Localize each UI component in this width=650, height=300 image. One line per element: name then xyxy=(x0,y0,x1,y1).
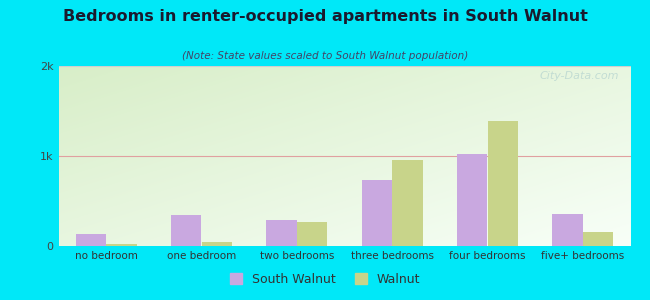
Text: (Note: State values scaled to South Walnut population): (Note: State values scaled to South Waln… xyxy=(182,51,468,61)
Bar xyxy=(202,242,232,246)
Text: City-Data.com: City-Data.com xyxy=(540,71,619,81)
Bar xyxy=(171,215,202,246)
Bar xyxy=(392,160,422,246)
Bar xyxy=(552,214,583,246)
Bar xyxy=(266,220,297,246)
Bar xyxy=(488,121,518,246)
Bar xyxy=(297,222,328,246)
Bar xyxy=(75,234,106,246)
Legend: South Walnut, Walnut: South Walnut, Walnut xyxy=(224,268,426,291)
Bar xyxy=(583,232,614,246)
Bar xyxy=(457,154,488,246)
Text: Bedrooms in renter-occupied apartments in South Walnut: Bedrooms in renter-occupied apartments i… xyxy=(62,9,588,24)
Bar xyxy=(106,244,136,246)
Bar xyxy=(361,180,392,246)
